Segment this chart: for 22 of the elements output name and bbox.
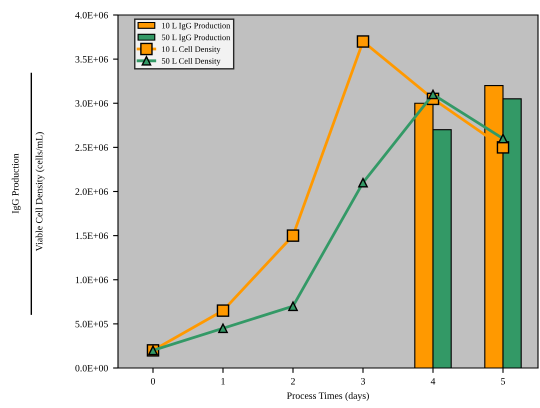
y-tick-label: 5.0E+05 <box>76 320 108 328</box>
x-tick-label: 4 <box>430 378 436 384</box>
y-tick-label: 3.5E+06 <box>75 56 108 63</box>
x-tick-label: 3 <box>361 378 366 385</box>
y-tick-label: 1.5E+06 <box>76 232 108 240</box>
x-tick-label: 2 <box>290 378 295 384</box>
legend-label: 50 L IgG Production <box>162 34 230 42</box>
y-tick-label: 4.0E+06 <box>75 12 108 19</box>
legend-label: 10 L Cell Density <box>162 46 221 54</box>
y-tick-label: 3.0E+06 <box>75 100 108 107</box>
legend-label: 50 L Cell Density <box>162 58 221 66</box>
x-tick-label: 5 <box>501 378 506 385</box>
y-axis-title: Viable Cell Density (cells/mL) <box>36 132 44 252</box>
legend-label: 10 L IgG Production <box>162 22 230 30</box>
x-tick-label: 0 <box>150 378 156 385</box>
x-axis-title: Process Times (days) <box>286 392 369 401</box>
y-tick-label: 1.0E+06 <box>76 276 108 284</box>
y-tick-label: 0.0E+00 <box>75 364 108 372</box>
y-tick-label: 2.5E+06 <box>75 144 108 151</box>
y-tick-label: 2.0E+06 <box>75 188 108 196</box>
text: IgG Production <box>12 154 21 214</box>
x-tick-label: 1 <box>221 378 225 384</box>
